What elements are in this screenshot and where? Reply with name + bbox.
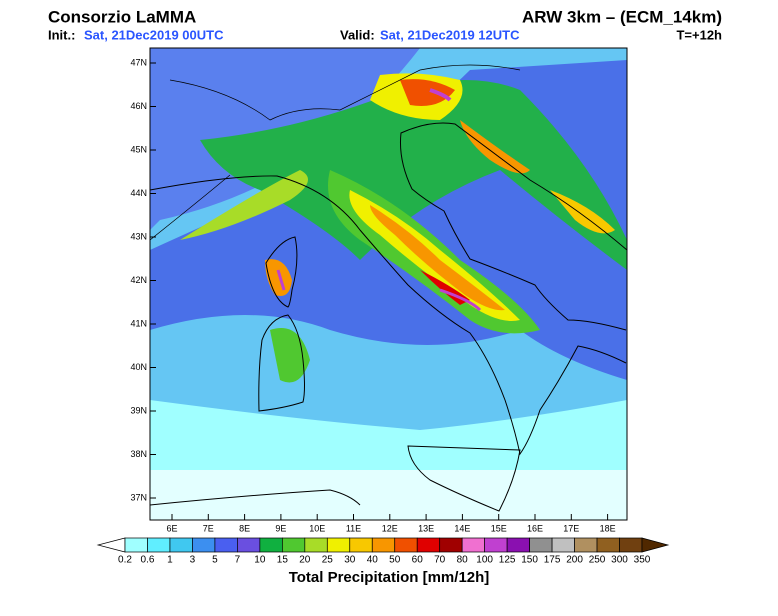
lon-tick-label: 18E	[600, 523, 616, 533]
valid-value: Sat, 21Dec2019 12UTC	[380, 27, 520, 42]
lat-tick-label: 41N	[130, 318, 147, 328]
precip-field	[150, 48, 627, 520]
lat-tick-label: 38N	[130, 449, 147, 459]
lon-tick-label: 15E	[491, 523, 507, 533]
lon-tick-label: 6E	[166, 523, 177, 533]
valid-label: Valid:	[340, 27, 375, 42]
lon-tick-label: 11E	[346, 523, 361, 533]
lon-tick-label: 14E	[454, 523, 470, 533]
init-value: Sat, 21Dec2019 00UTC	[84, 27, 224, 42]
colorbar-label: 30	[344, 555, 356, 566]
colorbar-label: 15	[277, 555, 289, 566]
colorbar-label: 10	[254, 555, 266, 566]
lat-tick-label: 37N	[130, 492, 147, 502]
colorbar-box	[304, 537, 328, 553]
colorbar-label: 50	[389, 555, 401, 566]
lead-time: T=+12h	[676, 27, 722, 42]
colorbar-box	[371, 537, 396, 553]
lon-tick-label: 13E	[418, 523, 434, 533]
colorbar-box	[192, 537, 216, 553]
lat-tick-label: 40N	[130, 362, 147, 372]
colorbar-label: 0.6	[141, 555, 155, 566]
colorbar-box	[619, 537, 643, 553]
colorbar-box	[596, 537, 620, 553]
lon-tick-label: 10E	[309, 523, 325, 533]
colorbar-label: 150	[521, 555, 538, 566]
map-frame	[149, 47, 628, 521]
colorbar-box	[461, 537, 486, 553]
colorbar-box	[416, 537, 441, 553]
lat-tick-label: 45N	[130, 144, 147, 154]
colorbar-label: 125	[499, 555, 516, 566]
colorbar-box	[169, 537, 193, 553]
lon-tick-label: 8E	[239, 523, 250, 533]
colorbar-label: 3	[190, 555, 196, 566]
lon-tick-label: 12E	[382, 523, 398, 533]
lat-tick-label: 44N	[130, 188, 147, 198]
colorbar-box	[259, 537, 283, 553]
colorbar-box	[574, 537, 598, 553]
colorbar-label: 250	[589, 555, 606, 566]
colorbar-box	[281, 537, 306, 553]
colorbar-box	[551, 537, 575, 553]
colorbar-label: 175	[544, 555, 561, 566]
axis-ticks: 47N 46N 45N 44N 43N 42N 41N 40N 39N 38N 37N 6E 7E 8E 9…	[130, 57, 615, 533]
colorbar-label: 1	[167, 555, 173, 566]
lat-tick-label: 47N	[130, 57, 147, 67]
lon-tick-label: 16E	[527, 523, 543, 533]
lat-tick-label: 42N	[130, 275, 147, 285]
colorbar-arrow	[641, 537, 670, 553]
colorbar-title: Total Precipitation [mm/12h]	[289, 569, 490, 586]
colorbar-label: 80	[457, 555, 469, 566]
colorbar-label: 200	[566, 555, 583, 566]
colorbar-box	[214, 537, 238, 553]
lat-tick-label: 43N	[130, 231, 147, 241]
lon-tick-label: 9E	[275, 523, 286, 533]
colorbar-label: 70	[434, 555, 446, 566]
colorbar-box	[394, 537, 418, 553]
colorbar-box	[237, 537, 261, 553]
colorbar-label: 300	[611, 555, 628, 566]
colorbar-label: 350	[634, 555, 651, 566]
colorbar-label: 7	[235, 555, 241, 566]
colorbar-arrow	[96, 537, 126, 553]
colorbar-label: 100	[476, 555, 493, 566]
colorbar-label: 20	[299, 555, 311, 566]
model: ARW 3km – (ECM_14km)	[522, 7, 722, 26]
lon-tick-label: 7E	[203, 523, 214, 533]
colorbar-label: 60	[412, 555, 424, 566]
colorbar-box	[326, 537, 351, 553]
colorbar-label: 25	[322, 555, 334, 566]
colorbar-box	[484, 537, 508, 553]
colorbar-label: 0.2	[118, 555, 132, 566]
colorbar-box	[529, 537, 553, 553]
colorbar: 0.2 0.6 1 3 5 7 10 15 20 25 30 40 50 60 70 80 100 125 150 1…	[96, 537, 670, 566]
colorbar-box	[506, 537, 530, 553]
init-label: Init.:	[48, 27, 75, 42]
lat-tick-label: 46N	[130, 101, 147, 111]
colorbar-box	[147, 537, 171, 553]
colorbar-box	[124, 537, 148, 553]
colorbar-label: 40	[367, 555, 379, 566]
colorbar-box	[349, 537, 373, 553]
title: Consorzio LaMMA	[48, 7, 196, 26]
lon-tick-label: 17E	[563, 523, 579, 533]
colorbar-label: 5	[212, 555, 218, 566]
lat-tick-label: 39N	[130, 405, 147, 415]
colorbar-box	[439, 537, 463, 553]
